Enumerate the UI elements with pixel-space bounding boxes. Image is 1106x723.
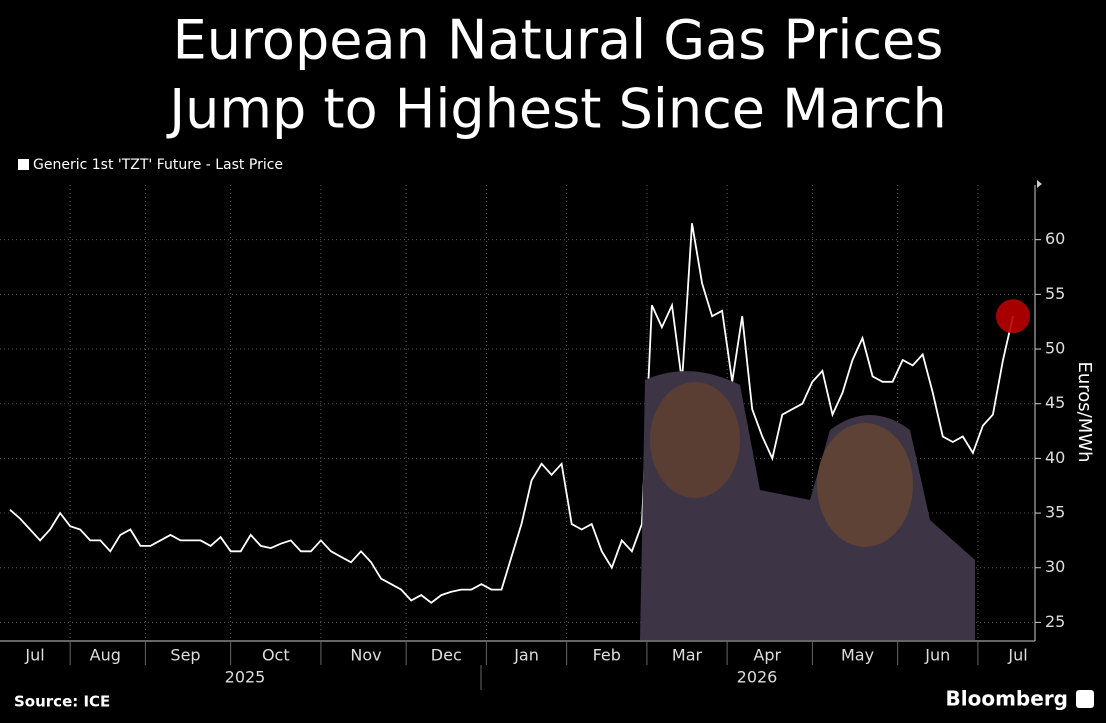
x-tick-label: Sep — [170, 646, 200, 665]
legend-swatch — [18, 159, 29, 170]
y-tick-label: 55 — [1045, 284, 1065, 303]
y-axis-label: Euros/MWh — [1074, 362, 1095, 463]
photo-face — [650, 382, 740, 498]
x-tick-label: Jul — [24, 646, 44, 665]
axis-arrow — [1037, 180, 1042, 188]
x-tick-label: Apr — [753, 646, 781, 665]
x-tick-label: Jul — [1007, 646, 1027, 665]
y-tick-label: 35 — [1045, 503, 1065, 522]
legend-label: Generic 1st 'TZT' Future - Last Price — [33, 157, 283, 173]
y-tick-label: 60 — [1045, 229, 1065, 248]
brand-icon — [1076, 690, 1094, 708]
price-line — [9, 223, 1014, 604]
x-tick-label: Mar — [672, 646, 703, 665]
source: Source: ICE — [14, 693, 110, 711]
x-tick-label: Oct — [262, 646, 290, 665]
chart-title: European Natural Gas Prices — [173, 9, 944, 72]
x-tick-label: Jan — [513, 646, 539, 665]
y-tick-label: 45 — [1045, 393, 1065, 412]
end-marker — [996, 299, 1030, 334]
x-tick-label: Aug — [90, 646, 121, 665]
y-tick-label: 30 — [1045, 557, 1065, 576]
y-tick-label: 40 — [1045, 448, 1065, 467]
year-label: 2026 — [737, 668, 778, 687]
x-tick-label: Dec — [431, 646, 462, 665]
x-tick-label: May — [841, 646, 874, 665]
photo-face — [817, 423, 913, 547]
year-label: 2025 — [225, 668, 266, 687]
x-tick-label: Jun — [924, 646, 950, 665]
y-tick-label: 50 — [1045, 339, 1065, 358]
y-tick-label: 25 — [1045, 612, 1065, 631]
brand: Bloomberg — [946, 687, 1068, 711]
photo-overlay — [640, 371, 975, 640]
chart-title: Jump to Highest Since March — [166, 78, 947, 141]
x-tick-label: Feb — [593, 646, 621, 665]
x-tick-label: Nov — [350, 646, 381, 665]
